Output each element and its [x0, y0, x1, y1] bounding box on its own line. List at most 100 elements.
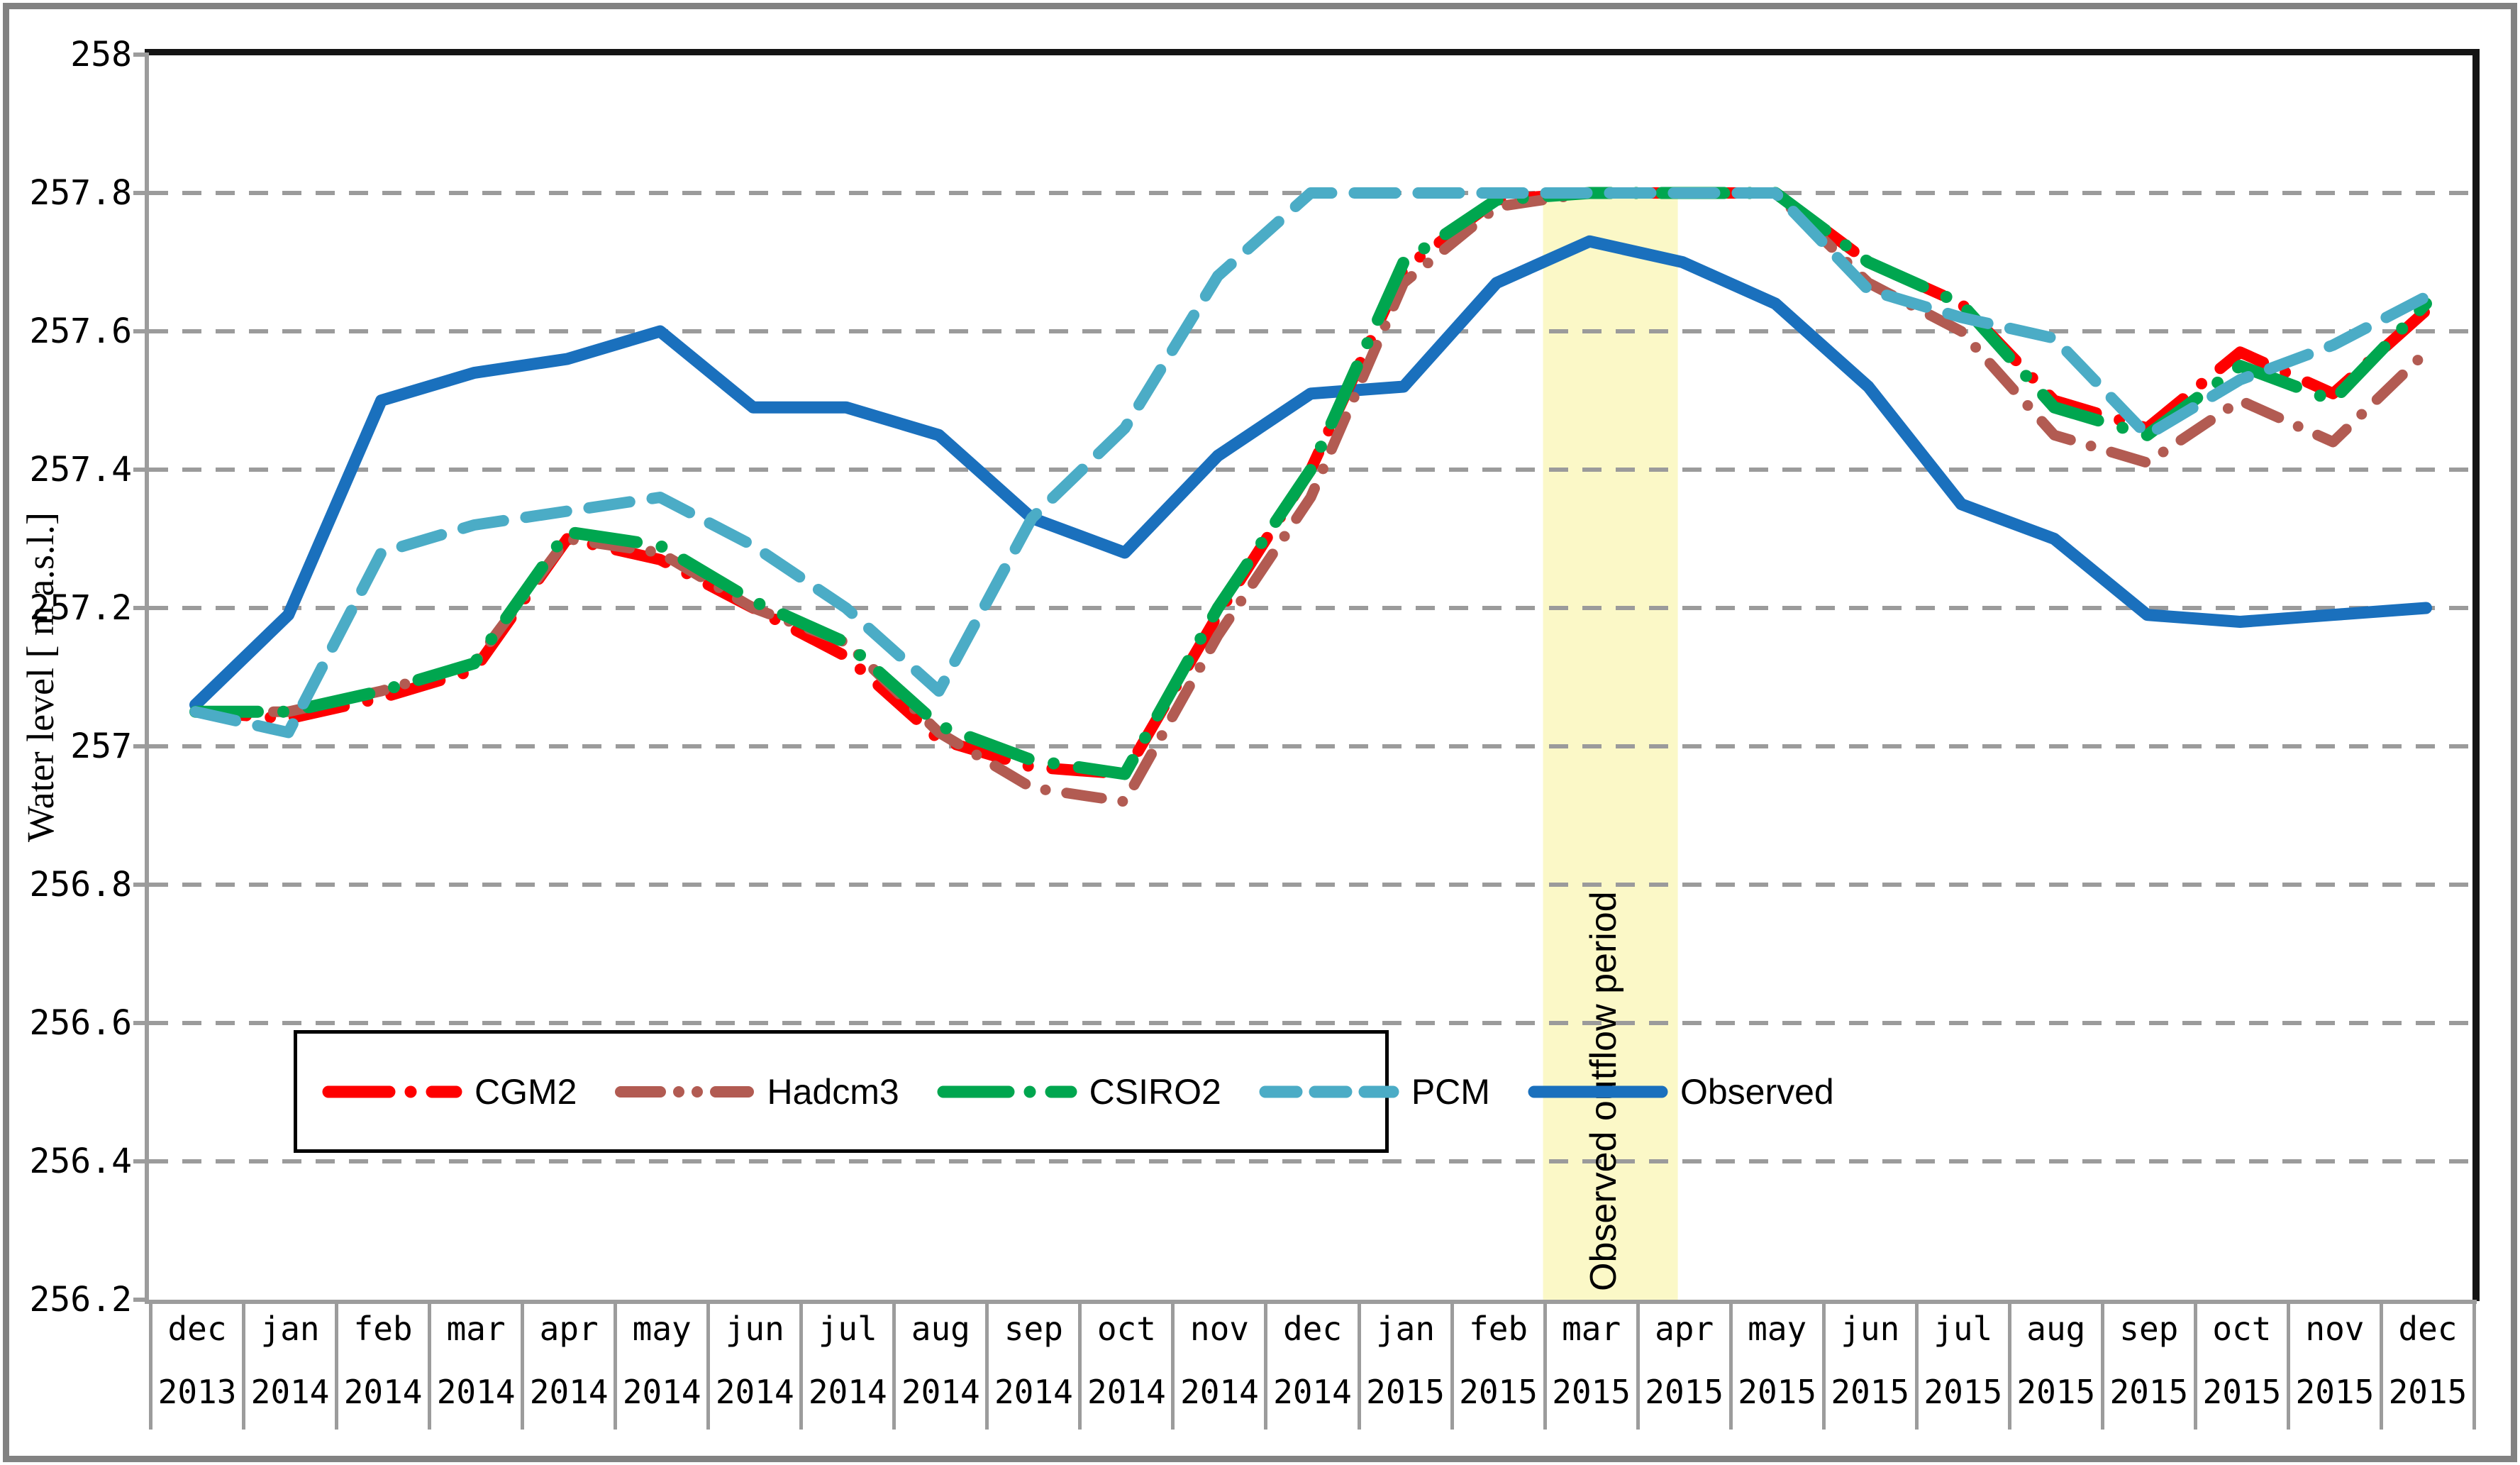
x-year-label: 2014: [715, 1373, 794, 1411]
x-year-label: 2014: [436, 1373, 516, 1411]
legend-item-cgm2: CGM2: [321, 1071, 577, 1112]
x-month-cell: apr 2014: [521, 1300, 614, 1430]
y-tick-mark: [133, 883, 149, 887]
x-month-label: jan: [1375, 1310, 1436, 1348]
x-month-cell: jul 2015: [1914, 1300, 2008, 1430]
x-year-label: 2015: [1645, 1373, 1724, 1411]
y-axis-line: [145, 55, 149, 1300]
x-month-label: jun: [725, 1310, 784, 1348]
y-tick-mark: [133, 744, 149, 748]
x-year-label: 2015: [1738, 1373, 1817, 1411]
y-tick-label: 257.8: [29, 173, 133, 213]
x-month-label: aug: [911, 1310, 970, 1348]
x-month-cell: nov 2015: [2286, 1300, 2380, 1430]
x-month-label: jul: [1933, 1310, 1993, 1348]
x-year-label: 2014: [529, 1373, 609, 1411]
x-year-label: 2014: [901, 1373, 980, 1411]
y-tick-mark: [133, 606, 149, 610]
legend-label: PCM: [1411, 1071, 1490, 1112]
x-month-label: nov: [2305, 1310, 2365, 1348]
x-month-cell: jul 2014: [799, 1300, 892, 1430]
legend-label: CSIRO2: [1089, 1071, 1221, 1112]
series-pcm-line: [189, 187, 2432, 739]
y-tick-label: 257.2: [29, 588, 133, 628]
y-tick-label: 258: [70, 35, 132, 74]
x-year-label: 2015: [1924, 1373, 2003, 1411]
y-tick-label: 256.8: [29, 865, 133, 905]
series-observed-line: [189, 235, 2432, 711]
series-hadcm3-line: [190, 187, 2431, 807]
x-month-label: sep: [1004, 1310, 1063, 1348]
legend-hadcm3-line-sample: [615, 1085, 755, 1098]
x-month-cell: jun 2015: [1821, 1300, 1915, 1430]
x-month-label: sep: [2119, 1310, 2179, 1348]
x-year-label: 2015: [1831, 1373, 1910, 1411]
x-month-cell: aug 2014: [892, 1300, 985, 1430]
y-axis-title: Water level [ m a.s.l.]: [19, 512, 62, 842]
x-month-cell: oct 2015: [2193, 1300, 2287, 1430]
x-axis-end-separator: [2472, 1300, 2476, 1430]
x-month-label: dec: [167, 1310, 227, 1348]
x-year-label: 2014: [1180, 1373, 1259, 1411]
x-month-label: oct: [1097, 1310, 1156, 1348]
x-month-label: apr: [539, 1310, 599, 1348]
x-month-label: oct: [2212, 1310, 2272, 1348]
legend-label: CGM2: [474, 1071, 577, 1112]
x-month-label: nov: [1189, 1310, 1249, 1348]
figure-outer-border: [3, 3, 2517, 1462]
chart-plot-area: [149, 55, 2472, 1300]
x-month-label: feb: [353, 1310, 413, 1348]
legend-item-pcm: PCM: [1258, 1071, 1490, 1112]
plot-right-border: [2472, 49, 2480, 1301]
plot-top-border: [145, 49, 2480, 55]
x-month-cell: nov 2014: [1171, 1300, 1264, 1430]
y-tick-label: 256.4: [29, 1141, 133, 1181]
legend-observed-line-sample: [1528, 1085, 1668, 1098]
x-month-label: jan: [260, 1310, 320, 1348]
y-tick-mark: [133, 1021, 149, 1025]
legend-csiro2-line-sample: [937, 1085, 1077, 1098]
x-year-label: 2014: [1273, 1373, 1352, 1411]
legend-cgm2-line-sample: [322, 1085, 462, 1098]
y-tick-mark: [133, 1159, 149, 1163]
x-month-cell: aug 2015: [2007, 1300, 2101, 1430]
legend-item-hadcm3: Hadcm3: [614, 1071, 899, 1112]
x-month-label: jun: [1841, 1310, 1900, 1348]
y-tick-mark: [133, 1298, 149, 1302]
x-month-cell: jun 2014: [706, 1300, 799, 1430]
series-csiro2-line: [189, 187, 2432, 780]
x-year-label: 2015: [2202, 1373, 2282, 1411]
x-year-label: 2014: [994, 1373, 1073, 1411]
y-tick-label: 256.6: [29, 1003, 133, 1043]
x-year-label: 2015: [2388, 1373, 2468, 1411]
x-year-label: 2015: [2295, 1373, 2375, 1411]
x-year-label: 2014: [250, 1373, 330, 1411]
x-year-label: 2015: [1366, 1373, 1445, 1411]
y-tick-mark: [133, 191, 149, 195]
legend-pcm-line-sample: [1259, 1085, 1399, 1098]
x-month-label: dec: [1282, 1310, 1343, 1348]
legend-item-observed: Observed: [1527, 1071, 1834, 1112]
x-month-cell: jan 2015: [1357, 1300, 1450, 1430]
x-month-cell: mar 2015: [1543, 1300, 1636, 1430]
legend-label: Hadcm3: [767, 1071, 899, 1112]
x-month-cell: may 2015: [1728, 1300, 1822, 1430]
y-tick-mark: [133, 52, 149, 57]
y-tick-mark: [133, 329, 149, 333]
x-month-label: mar: [1562, 1310, 1621, 1348]
legend-item-csiro2: CSIRO2: [936, 1071, 1221, 1112]
x-month-cell: dec 2013: [149, 1300, 242, 1430]
outflow-band-label: Observed outflow period: [1582, 891, 1624, 1291]
y-tick-label: 257.4: [29, 450, 133, 490]
chart-svg: [149, 187, 2472, 1300]
y-tick-label: 257: [70, 726, 132, 766]
x-month-cell: feb 2015: [1450, 1300, 1543, 1430]
legend-label: Observed: [1680, 1071, 1834, 1112]
x-month-label: dec: [2398, 1310, 2458, 1348]
x-month-cell: mar 2014: [428, 1300, 521, 1430]
x-year-label: 2015: [2109, 1373, 2189, 1411]
y-tick-label: 256.2: [29, 1280, 133, 1320]
x-year-label: 2015: [2016, 1373, 2096, 1411]
x-year-label: 2014: [1087, 1373, 1166, 1411]
y-tick-label: 257.6: [29, 311, 133, 351]
